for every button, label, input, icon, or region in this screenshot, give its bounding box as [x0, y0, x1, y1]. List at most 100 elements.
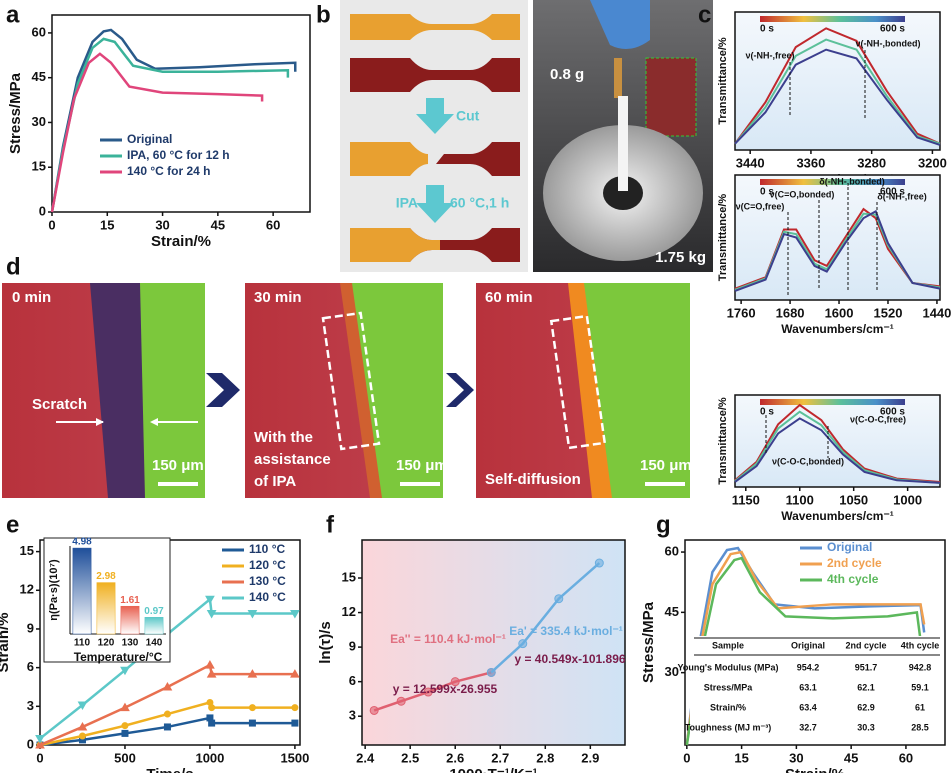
scale-bar — [158, 482, 198, 486]
y-tick-label: 30 — [32, 114, 46, 129]
scratch-label: Scratch — [32, 396, 87, 413]
step-label: IPA — [396, 195, 418, 211]
x-tick-label: 1150 — [732, 492, 760, 507]
annotation: δ(-NH-,free) — [877, 191, 926, 201]
y-tick-label: 45 — [32, 69, 46, 84]
panel-label: d — [6, 253, 21, 280]
annotation: Ea'' = 110.4 kJ·mol⁻¹ — [390, 632, 506, 646]
table-cell: 32.7 — [799, 722, 817, 732]
marker — [450, 677, 460, 687]
annotation: ν(-NH-,bonded) — [856, 38, 921, 48]
x-tick-label: 2.8 — [536, 750, 554, 765]
y-axis-label: Transmittance/% — [717, 194, 729, 282]
sample-strip — [436, 142, 520, 176]
weight-label: 1.75 kg — [655, 249, 706, 266]
x-tick-label: 1500 — [280, 750, 309, 765]
plot-background — [735, 175, 940, 300]
arrowhead — [96, 418, 104, 426]
plot-frame — [734, 11, 941, 151]
x-tick-label: 1440 — [922, 305, 951, 320]
colorbar — [760, 179, 905, 185]
series-line — [685, 556, 922, 746]
bar — [144, 617, 164, 635]
x-axis-label: Time/s — [146, 766, 193, 773]
x-axis-label: Strain/% — [785, 766, 845, 773]
y-tick-label: 0 — [27, 736, 34, 751]
weight-hole — [603, 176, 643, 210]
legend-label: Original — [127, 132, 172, 146]
y-axis-label: Strain/% — [0, 612, 12, 672]
data-label: 4.98 — [72, 537, 92, 548]
annotation: ν(-NH-,free) — [745, 50, 794, 60]
scale-bar — [400, 482, 440, 486]
y-tick-label: 6 — [349, 673, 356, 688]
scratch — [90, 283, 145, 498]
series-line — [490, 562, 601, 674]
marker — [208, 719, 216, 727]
colorbar-label: 0 s — [760, 24, 774, 35]
marker — [35, 739, 45, 749]
y-tick-label: 15 — [32, 159, 46, 174]
table-header: Sample — [712, 640, 744, 650]
x-tick-label: 2.7 — [491, 750, 509, 765]
y-axis-label: Transmittance/% — [717, 37, 729, 125]
data-label: 0.97 — [144, 606, 164, 617]
chart: 0 15 30 45 60 30 45 60 Strain/% Stress/MPa Origina… — [640, 539, 946, 773]
table-header: Original — [791, 640, 825, 650]
x-tick-label: 60 — [266, 217, 280, 232]
x-tick-label: 3280 — [857, 155, 886, 170]
load-label: 0.8 g — [550, 66, 584, 83]
data-label: 2.98 — [96, 571, 116, 582]
x-axis-label: Wavenumbers/cm⁻¹ — [781, 509, 894, 523]
x-tick-label: 110 — [74, 638, 91, 649]
colorbar — [760, 399, 905, 405]
x-tick-label: 1520 — [874, 305, 903, 320]
step-label: Cut — [456, 108, 480, 124]
scale-label: 150 μm — [396, 457, 448, 474]
annotation: δ(-NH-,bonded) — [819, 176, 884, 186]
step-label: 60 °C,1 h — [450, 195, 509, 211]
table-background — [690, 636, 942, 740]
marker — [163, 723, 171, 731]
panel-b: Cut IPA 60 °C,1 h 0.8 g 1.75 kg — [340, 0, 713, 272]
table-cell: Young's Modulus (MPa) — [678, 662, 779, 672]
series-line — [685, 550, 926, 746]
marker — [206, 609, 217, 619]
x-tick-label: 1050 — [839, 492, 868, 507]
marker — [162, 681, 173, 691]
interface — [340, 283, 382, 498]
highlight-box — [321, 311, 381, 451]
x-axis-label: Wavenumbers/cm⁻¹ — [781, 322, 894, 336]
table-cell: 954.2 — [797, 662, 820, 672]
time-label: 30 min — [254, 289, 302, 306]
x-tick-label: 15 — [734, 750, 748, 765]
series-line — [734, 410, 941, 484]
plot-background — [735, 12, 940, 150]
x-tick-label: 3360 — [796, 155, 825, 170]
panel-label: g — [656, 511, 671, 538]
x-tick-label: 500 — [114, 750, 136, 765]
series-line — [50, 52, 264, 213]
x-tick-label: 0 — [48, 217, 55, 232]
plot-frame — [684, 539, 946, 746]
panel-label: c — [698, 1, 711, 28]
plot-background — [362, 540, 625, 745]
x-tick-label: 45 — [211, 217, 225, 232]
y-tick-label: 60 — [665, 543, 679, 558]
y-tick-label: 30 — [665, 664, 679, 679]
plot-frame — [734, 174, 941, 301]
annotation: ν(C-O-C,free) — [850, 414, 906, 424]
panel-label: f — [326, 511, 335, 538]
marker — [78, 732, 86, 740]
series-line — [734, 417, 941, 484]
marker — [121, 729, 129, 737]
series-line — [39, 663, 295, 747]
x-tick-label: 1000 — [195, 750, 224, 765]
panel-label: b — [316, 1, 331, 28]
y-tick-label: 9 — [349, 639, 356, 654]
panel-d: 0 min 30 min 60 min Scratch With the ass… — [2, 283, 692, 498]
green-region — [580, 283, 690, 498]
marker — [205, 595, 215, 605]
panel-label: a — [6, 1, 20, 28]
